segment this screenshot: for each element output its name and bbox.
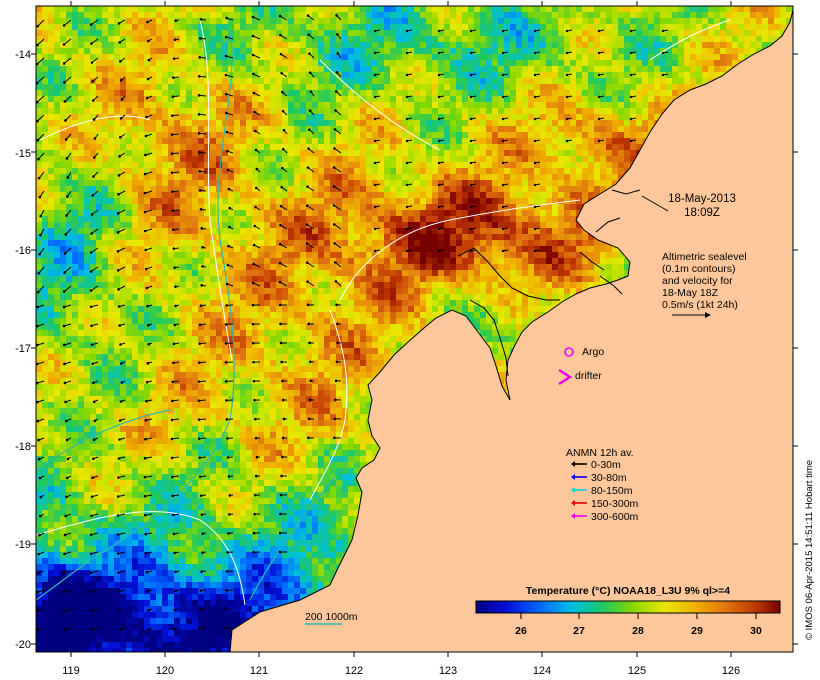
lon-tick-label: 126 [722, 665, 740, 677]
drifter-label: drifter [575, 370, 602, 382]
colorbar-tick: 26 [515, 625, 527, 637]
credit-text: © IMOS 06-Apr-2015 14:51:11 Hobart time [804, 460, 815, 640]
argo-label: Argo [582, 346, 604, 358]
anmn-item-arrow [571, 500, 587, 506]
altimetry-line: 18-May 18Z [662, 287, 719, 299]
anmn-item-label: 30-80m [591, 472, 627, 484]
lat-axis: -14 -15 -16 -17 -18 -19 -20 [15, 49, 31, 651]
anmn-legend: ANMN 12h av. 0-30m 30-80m 80-150m 150-30… [566, 447, 639, 523]
colorbar: Temperature (°C) NOAA18_L3U 9% ql>=4 26 … [475, 585, 781, 637]
anmn-item-label: 0-30m [591, 459, 621, 471]
altimetry-legend: Altimetric sealevel (0.1m contours) and … [662, 251, 747, 318]
colorbar-tick: 27 [573, 625, 585, 637]
anmn-item-label: 150-300m [591, 498, 639, 510]
lon-tick-label: 124 [533, 665, 551, 677]
altimetry-line: Altimetric sealevel [662, 251, 747, 263]
anmn-item-label: 80-150m [591, 485, 633, 497]
colorbar-tick: 30 [750, 625, 762, 637]
lon-tick-label: 122 [345, 665, 363, 677]
date-label: 18-May-2013 [668, 193, 736, 205]
anmn-item-label: 300-600m [591, 511, 639, 523]
land-mass [229, 6, 794, 653]
lon-tick-label: 121 [250, 665, 268, 677]
drifter-marker [558, 368, 573, 386]
altimetry-line: and velocity for [662, 275, 733, 287]
lon-axis: 119 120 121 122 123 124 125 126 [62, 665, 740, 677]
anmn-title: ANMN 12h av. [566, 447, 634, 459]
anmn-item-arrow [571, 487, 587, 493]
lon-tick-label: 119 [62, 665, 80, 677]
lat-tick-label: -17 [15, 343, 31, 355]
lat-tick-label: -20 [15, 639, 31, 651]
time-label: 18:09Z [684, 207, 720, 219]
lat-tick-label: -16 [15, 245, 31, 257]
lon-tick-label: 125 [628, 665, 646, 677]
plot-frame [35, 5, 794, 653]
colorbar-tick: 29 [691, 625, 703, 637]
lon-tick-label: 123 [439, 665, 457, 677]
lon-tick-label: 120 [156, 665, 174, 677]
lat-tick-label: -14 [15, 49, 31, 61]
date-pointer [641, 195, 669, 212]
anmn-item-arrow [571, 513, 587, 519]
altimetry-line: (0.1m contours) [662, 263, 736, 275]
lat-tick-label: -18 [15, 441, 31, 453]
coastline-detail [457, 189, 641, 377]
velocity-arrows [36, 14, 669, 632]
lat-tick-label: -19 [15, 539, 31, 551]
isobath-lines [36, 29, 341, 601]
anmn-item-arrow [571, 474, 587, 480]
colorbar-title: Temperature (°C) NOAA18_L3U 9% ql>=4 [526, 585, 730, 597]
altimetry-line: 0.5m/s (1kt 24h) [662, 299, 738, 311]
isobath-label: 200 1000m [305, 611, 358, 623]
colorbar-scale [475, 600, 781, 614]
argo-marker [564, 347, 574, 357]
anmn-item-arrow [571, 461, 587, 467]
colorbar-tick: 28 [632, 625, 644, 637]
axis-ticks [31, 1, 798, 657]
lat-tick-label: -15 [15, 148, 31, 160]
